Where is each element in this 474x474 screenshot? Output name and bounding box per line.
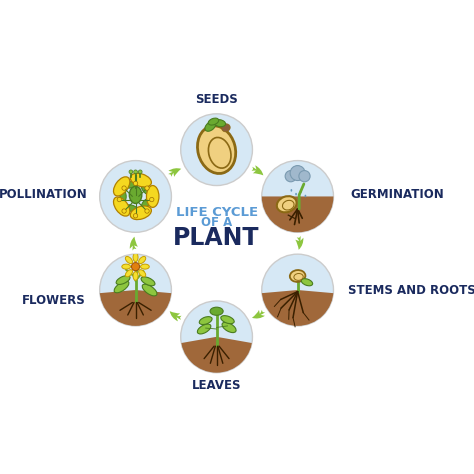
Ellipse shape <box>142 284 157 296</box>
Wedge shape <box>181 337 252 373</box>
Text: OF A: OF A <box>201 216 232 228</box>
Text: SEEDS: SEEDS <box>195 93 238 106</box>
Circle shape <box>181 301 253 373</box>
FancyArrowPatch shape <box>252 310 265 319</box>
Circle shape <box>262 254 334 326</box>
Ellipse shape <box>301 279 313 286</box>
Text: GERMINATION: GERMINATION <box>351 188 445 201</box>
Ellipse shape <box>120 190 126 203</box>
Ellipse shape <box>222 124 230 132</box>
Wedge shape <box>100 290 172 326</box>
Ellipse shape <box>52 262 57 267</box>
Circle shape <box>150 197 154 202</box>
Text: LIFE CYCLE: LIFE CYCLE <box>175 206 258 219</box>
FancyArrowPatch shape <box>252 165 264 175</box>
Ellipse shape <box>114 281 129 293</box>
Wedge shape <box>261 196 334 233</box>
Circle shape <box>145 186 149 190</box>
Ellipse shape <box>116 275 130 284</box>
Ellipse shape <box>46 262 50 267</box>
Ellipse shape <box>72 269 78 273</box>
Circle shape <box>145 209 149 213</box>
Circle shape <box>131 263 140 271</box>
Ellipse shape <box>55 268 61 272</box>
Ellipse shape <box>52 272 57 278</box>
Text: LEAVES: LEAVES <box>192 379 241 392</box>
Circle shape <box>117 197 121 202</box>
Ellipse shape <box>63 274 68 280</box>
Ellipse shape <box>205 121 216 131</box>
Ellipse shape <box>138 256 146 264</box>
Ellipse shape <box>63 263 68 269</box>
Ellipse shape <box>141 199 150 209</box>
Text: PLANT: PLANT <box>173 226 260 250</box>
Ellipse shape <box>59 269 65 273</box>
Ellipse shape <box>197 324 211 334</box>
Circle shape <box>134 170 137 173</box>
Ellipse shape <box>46 272 50 278</box>
Circle shape <box>138 170 142 173</box>
Circle shape <box>65 268 71 274</box>
Ellipse shape <box>130 206 151 219</box>
FancyArrowPatch shape <box>295 236 303 250</box>
Circle shape <box>262 161 334 232</box>
Ellipse shape <box>222 322 236 333</box>
Ellipse shape <box>122 264 130 269</box>
Ellipse shape <box>221 316 234 324</box>
Ellipse shape <box>290 270 305 282</box>
Ellipse shape <box>208 118 219 125</box>
Ellipse shape <box>141 264 149 269</box>
Ellipse shape <box>129 186 142 203</box>
Ellipse shape <box>198 126 236 173</box>
Circle shape <box>100 254 172 326</box>
FancyArrowPatch shape <box>170 311 182 321</box>
Text: FLOWERS: FLOWERS <box>22 294 86 308</box>
Ellipse shape <box>146 185 159 207</box>
Text: POLLINATION: POLLINATION <box>0 188 87 201</box>
Ellipse shape <box>138 270 146 277</box>
FancyArrowPatch shape <box>130 237 138 251</box>
Circle shape <box>299 171 310 182</box>
Ellipse shape <box>69 263 74 269</box>
Circle shape <box>285 171 296 182</box>
Ellipse shape <box>210 307 223 315</box>
Circle shape <box>290 165 305 181</box>
Ellipse shape <box>141 277 155 286</box>
Circle shape <box>133 214 138 218</box>
Circle shape <box>100 161 172 232</box>
Ellipse shape <box>133 253 138 262</box>
Ellipse shape <box>277 196 297 212</box>
Ellipse shape <box>126 205 138 212</box>
Ellipse shape <box>199 317 212 325</box>
FancyArrowPatch shape <box>168 168 181 177</box>
Ellipse shape <box>42 268 48 272</box>
Ellipse shape <box>133 272 138 280</box>
Ellipse shape <box>126 270 133 277</box>
Circle shape <box>48 267 54 273</box>
Text: STEMS AND ROOTS: STEMS AND ROOTS <box>347 283 474 297</box>
Ellipse shape <box>141 184 150 194</box>
Circle shape <box>133 181 138 185</box>
Ellipse shape <box>113 177 130 196</box>
Circle shape <box>181 114 253 185</box>
Circle shape <box>129 170 133 173</box>
Ellipse shape <box>113 197 130 216</box>
Ellipse shape <box>126 256 133 264</box>
Ellipse shape <box>126 181 138 188</box>
Wedge shape <box>262 290 334 326</box>
Ellipse shape <box>130 173 151 187</box>
Ellipse shape <box>214 119 226 127</box>
Circle shape <box>122 209 126 213</box>
Circle shape <box>122 186 126 190</box>
Ellipse shape <box>69 274 74 280</box>
